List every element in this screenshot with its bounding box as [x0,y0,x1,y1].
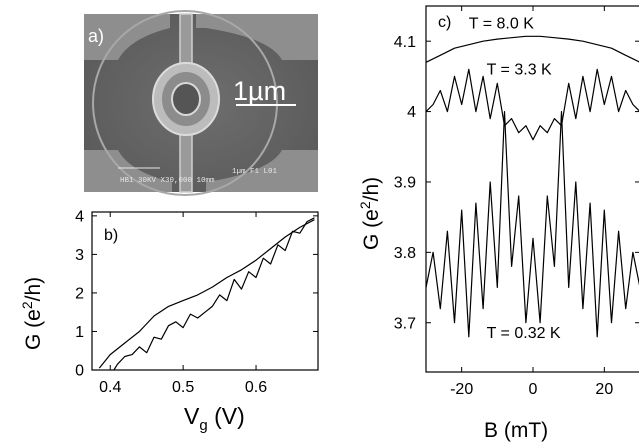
chart-b-x-label: Vg (V) [184,403,245,434]
y-tick-label: 2 [75,286,84,303]
x-tick-label: 20 [595,381,613,398]
sem-image-panel: 1µm a) HB1 30KV X30,000 10mm 1µm F1 L01 [84,10,318,196]
series-label-3: T = 0.32 K [487,325,561,342]
series-label-1: T = 8.0 K [469,16,534,33]
scale-bar-label: 1µm [233,76,286,106]
x-tick-label: 0.5 [172,379,194,396]
y-tick-label: 3.7 [394,315,416,332]
sem-ring-inner [171,82,201,116]
sem-caption-right: 1µm F1 L01 [232,168,278,176]
panel-c-label: c) [438,14,451,31]
y-tick-label: 3.9 [394,175,416,192]
sem-outer-circle [92,10,278,196]
sem-lead-bottom-left [84,150,172,192]
y-tick-label: 4 [407,104,416,121]
y-tick-label: 0 [75,363,84,380]
series-line-2 [113,217,315,371]
chart-b-frame [91,211,319,371]
y-tick-label: 3 [75,247,84,264]
series-line-1 [98,219,315,369]
sem-lead-top-left [84,14,170,60]
y-tick-label: 4 [75,208,84,225]
series-line-2 [425,68,639,141]
series-line-3 [425,110,639,338]
y-tick-label: 1 [75,324,84,341]
x-tick-label: 0 [529,381,538,398]
y-tick-label: 3.8 [394,245,416,262]
chart-c-x-label: B (mT) [484,419,548,442]
x-tick-label: 0.6 [245,379,267,396]
x-tick-label: 0.4 [99,379,121,396]
chart-b-y-label: G (e2/h) [19,277,45,350]
sem-lead-top-right [196,14,318,60]
y-tick-label: 4.1 [394,34,416,51]
magnetoconductance-chart: c) -20 0 20 3.7 3.8 3.9 4 4.1 T = 8.0 K T = 3.3 … [357,5,639,442]
sem-lead-top [179,13,193,67]
x-tick-label: -20 [450,381,473,398]
gate-sweep-chart: b) 0.4 0.5 0.6 0 1 2 3 4 G (e2/h) Vg (V) [19,208,319,434]
chart-c-y-label: G (e2/h) [357,177,383,250]
panel-b-label: b) [104,227,118,244]
series-label-2: T = 3.3 K [487,61,552,78]
series-line-1 [425,35,639,63]
panel-a-label: a) [88,26,104,46]
sem-caption-left: HB1 30KV X30,000 10mm [120,177,215,185]
